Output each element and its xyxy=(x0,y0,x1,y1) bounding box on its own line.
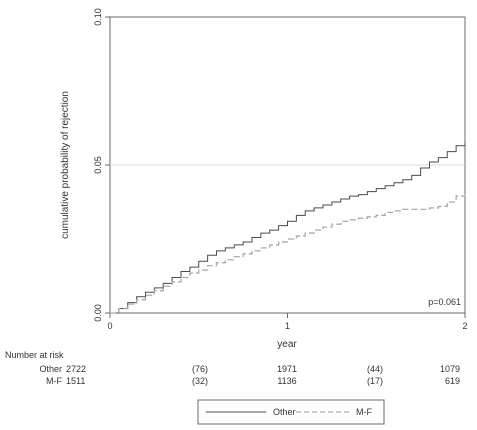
number-at-risk-table: Number at risk Other M-F 2722 (76) 1971 (44… xyxy=(5,350,460,386)
x-axis-label: year xyxy=(277,339,297,350)
risk-row-label-other: Other xyxy=(39,364,62,374)
legend-label-mf: M-F xyxy=(356,407,372,417)
risk-count-r1-c3: (17) xyxy=(367,376,383,386)
legend-label-other: Other xyxy=(273,407,296,417)
x-tick-label-1: 1 xyxy=(285,321,290,331)
x-axis-ticks: 0 1 2 xyxy=(107,313,468,331)
risk-count-r0-c2: 1971 xyxy=(277,364,297,374)
y-axis-ticks: 0.00 0.05 0.10 xyxy=(93,8,110,322)
risk-count-r1-c4: 619 xyxy=(445,376,460,386)
y-tick-label-0: 0.00 xyxy=(93,304,103,322)
risk-count-r1-c2: 1136 xyxy=(277,376,296,386)
x-tick-label-0: 0 xyxy=(107,321,112,331)
series-line-mf xyxy=(110,191,466,314)
x-tick-label-2: 2 xyxy=(462,321,467,331)
legend: Other M-F xyxy=(197,399,385,425)
risk-count-r0-c4: 1079 xyxy=(440,364,460,374)
risk-count-r0-c0: 2722 xyxy=(66,364,86,374)
risk-count-r1-c0: 1511 xyxy=(66,376,85,386)
y-tick-label-1: 0.05 xyxy=(93,156,103,174)
risk-count-r1-c1: (32) xyxy=(192,376,208,386)
y-tick-label-2: 0.10 xyxy=(93,8,103,26)
series-line-other xyxy=(110,142,466,314)
risk-count-r0-c3: (44) xyxy=(367,364,383,374)
series-lines xyxy=(110,142,466,314)
p-value-annotation: p=0.061 xyxy=(428,297,461,307)
number-at-risk-heading: Number at risk xyxy=(5,350,64,360)
risk-counts: 2722 (76) 1971 (44) 1079 1511 (32) 1136 (17) 619 xyxy=(66,364,460,386)
y-axis-label: cumulative probability of rejection xyxy=(60,91,71,239)
risk-count-r0-c1: (76) xyxy=(192,364,208,374)
risk-row-label-mf: M-F xyxy=(46,376,62,386)
